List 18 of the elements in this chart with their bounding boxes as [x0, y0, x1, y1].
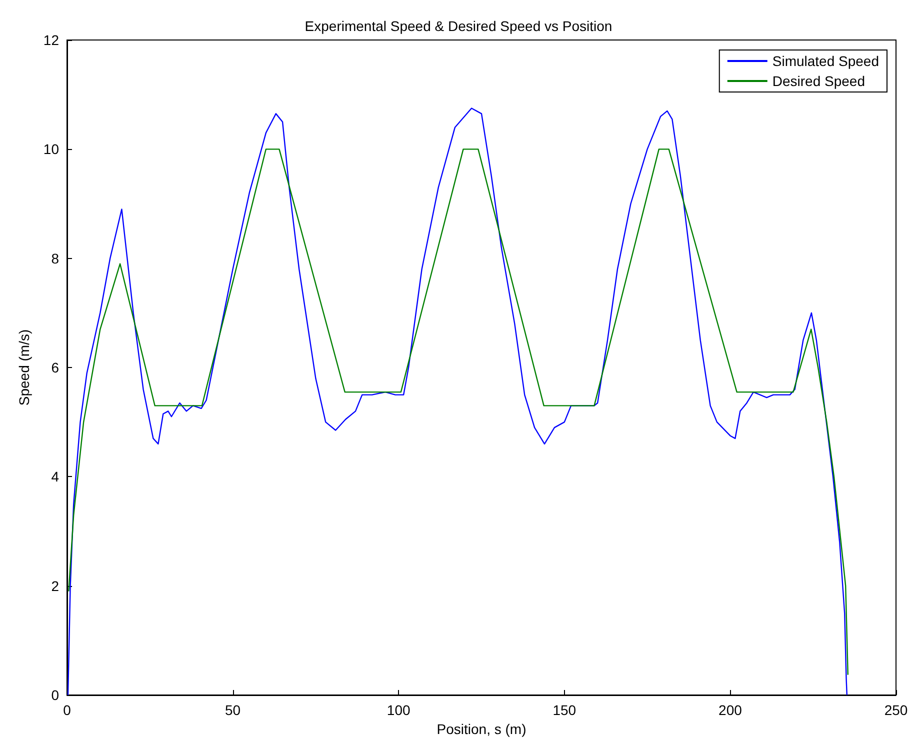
x-tick-label: 150 [552, 702, 576, 718]
y-tick-label: 8 [51, 250, 60, 266]
legend-label: Desired Speed [772, 73, 865, 89]
y-axis-title: Speed (m/s) [16, 329, 32, 406]
y-tick-label: 12 [43, 32, 60, 48]
legend-label: Simulated Speed [772, 53, 880, 69]
chart-title: Experimental Speed & Desired Speed vs Position [304, 18, 612, 34]
y-tick-label: 4 [51, 468, 60, 485]
x-tick-label: 0 [63, 702, 72, 718]
y-tick-label: 10 [43, 141, 60, 158]
x-tick-label: 250 [884, 702, 908, 718]
y-tick-label: 6 [51, 360, 60, 376]
x-tick-label: 200 [718, 702, 742, 718]
y-tick-label: 0 [51, 687, 60, 703]
x-tick-label: 100 [386, 702, 410, 718]
x-tick-label: 50 [225, 702, 241, 718]
y-tick-label: 2 [51, 578, 60, 594]
x-axis-title: Position, s (m) [436, 720, 526, 737]
